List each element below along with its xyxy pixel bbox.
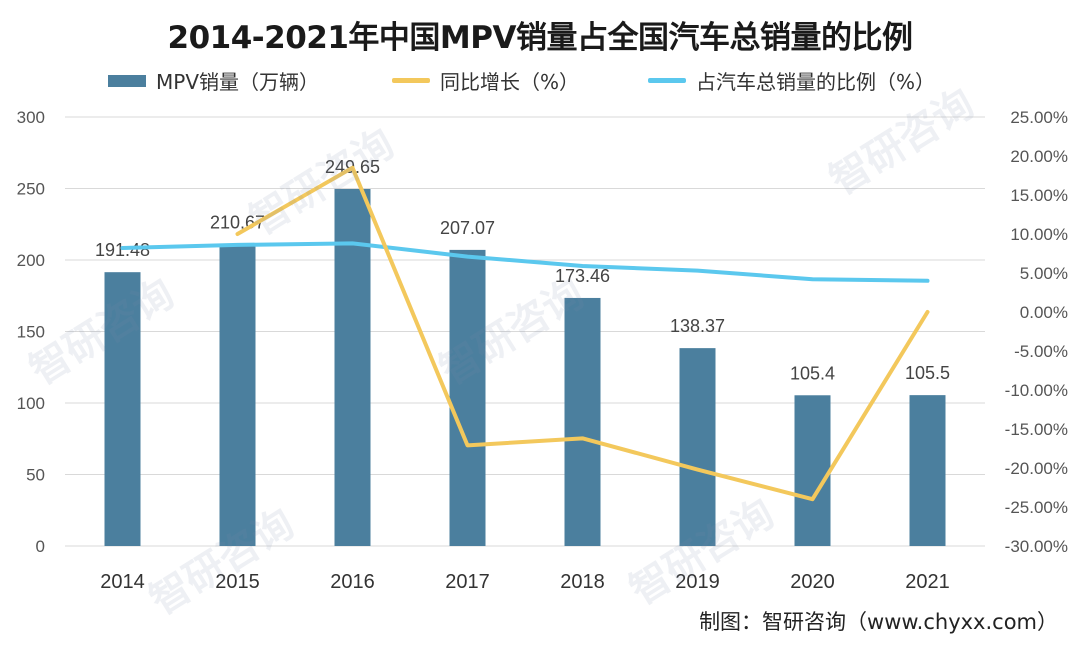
- bar: [104, 272, 141, 546]
- bar: [449, 249, 486, 546]
- legend-item-share: 占汽车总销量的比例（%）: [648, 66, 935, 95]
- legend: MPV销量（万辆） 同比增长（%） 占汽车总销量的比例（%）: [0, 66, 1080, 96]
- y-right-tick-label: -25.00%: [1005, 498, 1068, 517]
- y-left-tick-label: 200: [17, 251, 45, 270]
- y-left-tick-label: 250: [17, 180, 45, 199]
- y-right-tick-label: -5.00%: [1014, 342, 1068, 361]
- y-left-tick-label: 100: [17, 394, 45, 413]
- bar: [334, 189, 371, 547]
- x-tick-label: 2014: [100, 571, 145, 593]
- legend-swatch-growth: [392, 78, 430, 83]
- growth-line: [235, 165, 930, 502]
- legend-label-growth: 同比增长（%）: [440, 70, 580, 94]
- x-tick-label: 2019: [675, 571, 720, 593]
- y-right-tick-label: 5.00%: [1020, 264, 1068, 283]
- y-right-tick-label: -15.00%: [1005, 420, 1068, 439]
- y-right-tick-label: -20.00%: [1005, 459, 1068, 478]
- y-right-tick-label: -10.00%: [1005, 381, 1068, 400]
- bar: [794, 395, 831, 546]
- share-line: [120, 241, 930, 283]
- bar: [219, 244, 256, 547]
- source-note: 制图：智研咨询（www.chyxx.com）: [699, 610, 1058, 634]
- x-tick-label: 2018: [560, 571, 605, 593]
- y-left-tick-label: 300: [17, 108, 45, 127]
- y-left-tick-label: 0: [36, 537, 45, 556]
- x-tick-label: 2020: [790, 571, 835, 593]
- legend-label-bar: MPV销量（万辆）: [156, 70, 319, 94]
- y-right-tick-label: 10.00%: [1010, 225, 1068, 244]
- x-tick-label: 2017: [445, 571, 490, 593]
- bar: [679, 348, 716, 546]
- bar: [564, 297, 601, 546]
- y-right-tick-label: 20.00%: [1010, 147, 1068, 166]
- legend-item-bar: MPV销量（万辆）: [108, 66, 319, 95]
- bar-data-label: 173.46: [555, 266, 610, 286]
- legend-label-share: 占汽车总销量的比例（%）: [696, 70, 936, 94]
- bar-data-label: 105.4: [790, 363, 835, 383]
- legend-item-growth: 同比增长（%）: [392, 66, 579, 95]
- y-right-tick-label: 0.00%: [1020, 303, 1068, 322]
- bar-data-label: 138.37: [670, 316, 725, 336]
- bar-data-label: 105.5: [905, 363, 950, 383]
- chart-title: 2014-2021年中国MPV销量占全国汽车总销量的比例: [167, 20, 913, 56]
- x-tick-label: 2015: [215, 571, 260, 593]
- y-left-tick-label: 50: [26, 466, 45, 485]
- legend-swatch-bar: [108, 74, 146, 87]
- bar-data-label: 207.07: [440, 218, 495, 238]
- bar-data-label: 191.48: [95, 240, 150, 260]
- y-right-tick-label: 25.00%: [1010, 108, 1068, 127]
- x-tick-label: 2021: [905, 571, 950, 593]
- legend-swatch-share: [648, 78, 686, 83]
- bar: [909, 395, 946, 546]
- x-tick-label: 2016: [330, 571, 375, 593]
- y-right-tick-label: 15.00%: [1010, 186, 1068, 205]
- y-left-tick-label: 150: [17, 323, 45, 342]
- y-right-tick-label: -30.00%: [1005, 537, 1068, 556]
